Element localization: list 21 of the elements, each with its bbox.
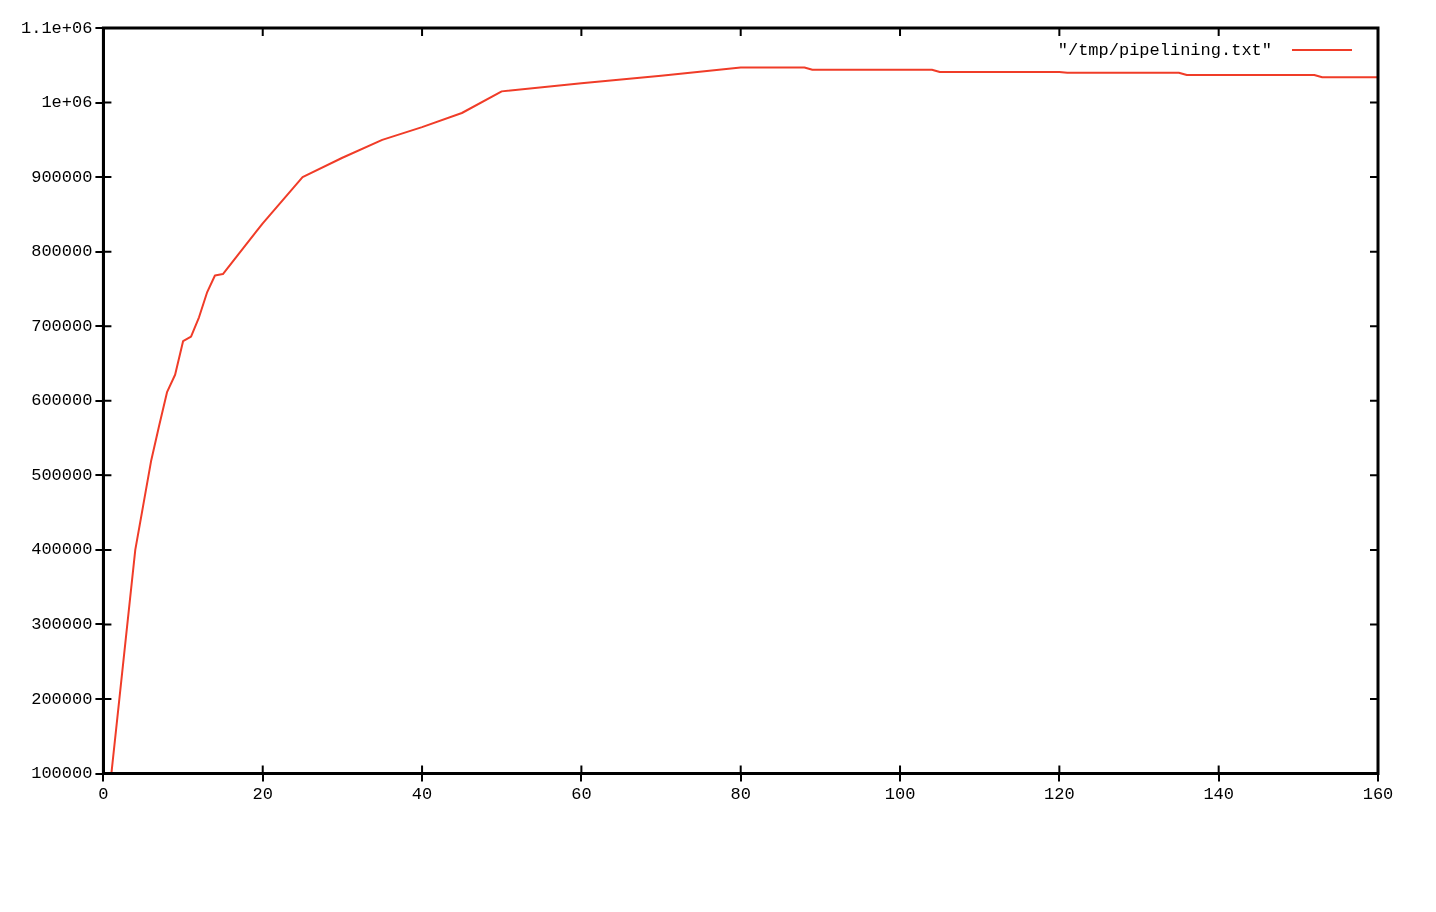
x-tick-label: 160 bbox=[1362, 785, 1394, 805]
y-tick-label: 1e+06 bbox=[41, 93, 93, 113]
x-tick-label: 120 bbox=[1044, 785, 1075, 805]
y-tick-label: 800000 bbox=[31, 242, 93, 262]
x-tick-label: 80 bbox=[730, 785, 751, 805]
x-tick-label: 60 bbox=[571, 785, 592, 805]
y-tick-label: 400000 bbox=[31, 540, 93, 560]
y-tick-label: 1.1e+06 bbox=[20, 18, 93, 38]
y-tick-label: 100000 bbox=[31, 764, 93, 784]
y-tick-label: 300000 bbox=[31, 614, 93, 634]
y-tick-label: 600000 bbox=[31, 391, 93, 411]
x-tick-label: 100 bbox=[884, 785, 916, 805]
y-tick-label: 900000 bbox=[31, 167, 93, 187]
x-tick-label: 20 bbox=[252, 785, 273, 805]
x-tick-label: 40 bbox=[411, 785, 433, 805]
y-tick-label: 700000 bbox=[31, 316, 93, 336]
y-tick-label: 500000 bbox=[31, 465, 93, 485]
y-tick-label: 200000 bbox=[31, 689, 93, 709]
legend-label: "/tmp/pipelining.txt" bbox=[1057, 40, 1272, 60]
x-tick-label: 140 bbox=[1203, 785, 1234, 805]
x-tick-label: 0 bbox=[98, 785, 109, 805]
